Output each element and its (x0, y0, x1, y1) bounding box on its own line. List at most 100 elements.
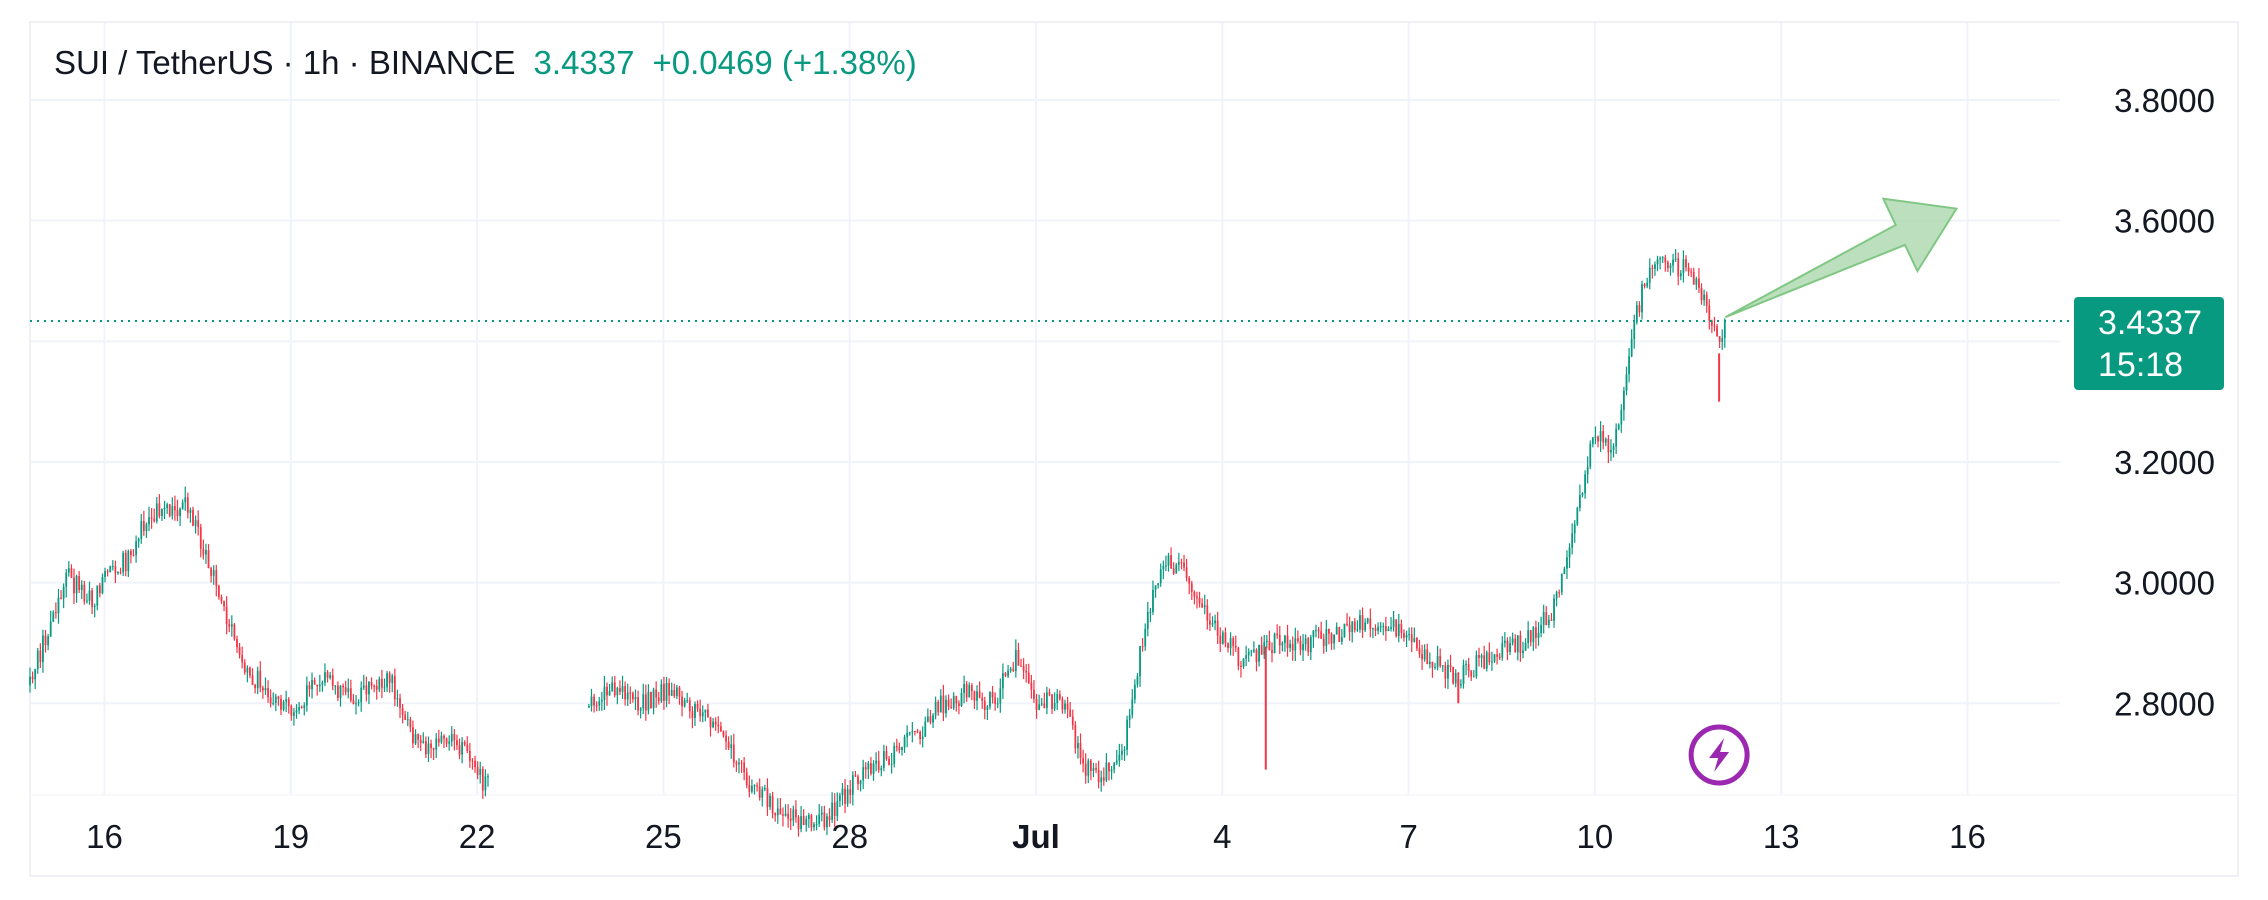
candle-body (978, 691, 981, 698)
symbol-title[interactable]: SUI / TetherUS · 1h · BINANCE (54, 44, 516, 81)
candle-body (73, 577, 75, 594)
candle-body (1157, 583, 1160, 586)
candle-body (1330, 633, 1333, 644)
candle-body (127, 551, 130, 572)
lightning-bolt-icon[interactable] (1688, 724, 1750, 786)
candle-body (256, 670, 259, 689)
time-axis[interactable]: 16 19 22 25 28 Jul 4 7 10 13 16 (86, 818, 1986, 855)
price-axis-label: 3.6000 (2114, 203, 2215, 240)
candle-body (1589, 444, 1592, 467)
candle-body (1405, 635, 1408, 638)
candle-body (1084, 763, 1087, 776)
candle-body (1498, 656, 1501, 658)
candle-body (101, 577, 104, 594)
candle-body (1237, 647, 1240, 666)
candle-body (898, 747, 901, 750)
candle-body (1066, 703, 1069, 710)
candle-body (875, 760, 878, 764)
candle-body (1252, 649, 1255, 652)
candle-body (688, 700, 691, 712)
candle-body (311, 680, 313, 690)
candle-body (1400, 623, 1403, 633)
candle-body (373, 685, 376, 687)
candle-body (696, 703, 699, 709)
candle-body (919, 731, 921, 739)
candle-body (999, 688, 1002, 704)
candle-body (810, 815, 813, 828)
candle-body (1434, 667, 1436, 669)
candle-body (968, 685, 971, 698)
candle-body (1661, 257, 1664, 259)
candle-body (1069, 709, 1072, 717)
candle-body (1255, 649, 1258, 662)
candle-body (634, 697, 637, 700)
candle-body (137, 538, 140, 542)
candle-body (600, 699, 603, 702)
candle-body (1108, 762, 1110, 772)
candle-body (1234, 646, 1237, 648)
candle-body (179, 508, 181, 517)
time-axis-label: 28 (831, 818, 868, 855)
candle-body (1483, 655, 1486, 669)
candle-body (1703, 294, 1706, 301)
candle-body (619, 688, 621, 692)
candle-body (629, 692, 632, 694)
candle-body (1242, 658, 1245, 667)
candle-body (166, 504, 169, 509)
candle-body (939, 695, 942, 713)
candle-body (774, 813, 777, 816)
candle-body (1087, 760, 1090, 776)
candle-body (1485, 652, 1488, 669)
candle-body (1211, 623, 1214, 625)
candle-body (161, 509, 163, 516)
candle-body (929, 716, 932, 723)
candle-body (1271, 650, 1273, 654)
time-axis-label: 4 (1213, 818, 1231, 855)
candle-body (458, 745, 461, 755)
candle-body (1061, 699, 1064, 710)
candle-body (893, 745, 896, 764)
candle-body (911, 730, 914, 733)
candle-body (1030, 682, 1033, 690)
candle-body (763, 787, 766, 790)
candle-body (1573, 524, 1576, 534)
candle-body (1612, 446, 1615, 450)
candle-body (298, 706, 300, 711)
candle-body (991, 692, 994, 698)
time-axis-label: 10 (1577, 818, 1614, 855)
candle-body (450, 733, 453, 742)
candle-body (686, 700, 689, 702)
candle-body (261, 687, 264, 691)
price-axis-label: 3.0000 (2114, 565, 2215, 602)
candle-body (443, 735, 445, 739)
symbol-legend[interactable]: SUI / TetherUS · 1h · BINANCE 3.4337 +0.04… (54, 44, 917, 82)
candle-body (1038, 704, 1041, 710)
candle-body (1100, 777, 1103, 783)
candle-body (453, 733, 456, 741)
candle-body (148, 517, 150, 525)
candle-body (1185, 567, 1188, 578)
candle-body (1165, 565, 1167, 567)
candle-body (1447, 665, 1449, 679)
candle-body (719, 726, 722, 732)
candle-body (1115, 760, 1118, 763)
candle-body (1628, 356, 1630, 375)
time-axis-label: 16 (86, 818, 123, 855)
candle-body (782, 814, 784, 816)
candle-body (352, 700, 355, 705)
candle-body (1317, 629, 1320, 632)
candle-body (740, 762, 743, 764)
candle-body (370, 681, 373, 686)
candle-body (945, 699, 947, 714)
candle-body (802, 816, 805, 826)
candle-body (877, 760, 880, 771)
candle-body (207, 550, 210, 569)
candle-body (846, 789, 849, 804)
candle-body (1097, 769, 1100, 783)
up-right-arrow-icon[interactable] (1724, 197, 1959, 319)
candle-body (815, 823, 818, 825)
price-axis[interactable]: 3.8000 3.6000 3.2000 3.0000 2.8000 (2114, 82, 2215, 722)
candle-body (1413, 638, 1416, 642)
